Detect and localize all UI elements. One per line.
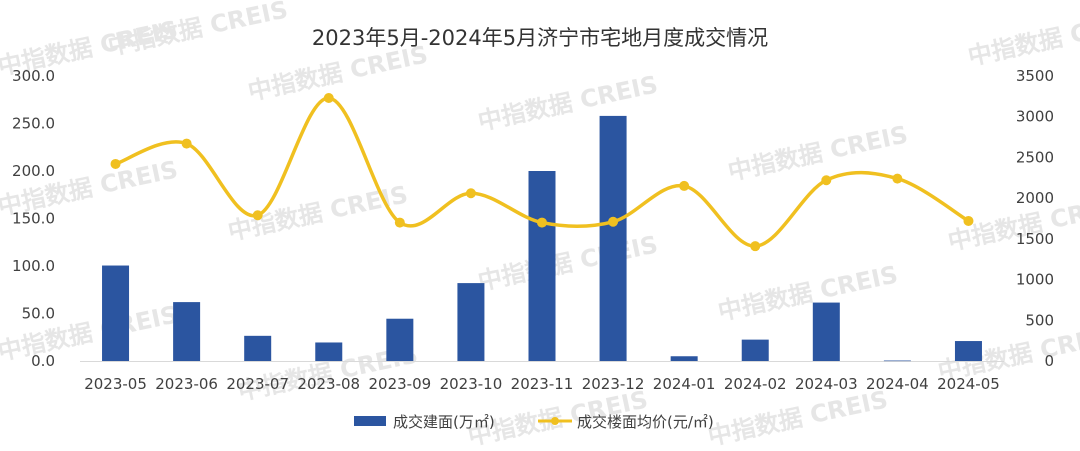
bar [599,115,627,362]
y-right-tick-label: 2500 [1016,148,1054,166]
x-tick-label: 2024-03 [795,375,858,393]
bar [244,335,272,361]
x-tick-label: 2023-08 [297,375,360,393]
y-left-tick-label: 300.0 [12,67,55,85]
watermark-text: 中指数据 CREIS [475,230,660,295]
x-tick-label: 2023-06 [155,375,218,393]
x-tick-label: 2024-05 [937,375,1000,393]
bar [457,283,485,361]
y-left-tick-label: 150.0 [12,210,55,228]
x-tick-label: 2023-05 [84,375,147,393]
bar [528,171,556,361]
x-tick-label: 2024-01 [653,375,716,393]
y-left-tick-label: 250.0 [12,115,55,133]
y-left-tick-label: 200.0 [12,162,55,180]
line-point [323,92,334,103]
line-point [892,173,903,184]
bar [883,360,911,362]
y-left-tick-label: 50.0 [22,305,55,323]
x-tick-label: 2023-07 [226,375,289,393]
x-axis: 2023-05 2023-06 2023-07 2023-08 2023-09 2023-… [84,375,1000,393]
watermark-text: 中指数据 CREIS [705,385,890,450]
line-point [537,217,547,228]
y-right-tick-label: 1000 [1016,271,1054,289]
line-point [110,158,121,169]
x-tick-label: 2023-09 [369,375,432,393]
line-point [252,210,263,221]
y-axis-right: 0 500 1000 1500 2000 2500 3000 3500 [1016,67,1054,370]
watermark-text: 中指数据 CREIS [475,70,660,135]
bar [315,342,343,361]
legend-line-label: 成交楼面均价(元/㎡) [577,413,714,431]
chart-title: 2023年5月-2024年5月济宁市宅地月度成交情况 [312,26,768,50]
bar [386,318,414,361]
y-left-tick-label: 0.0 [31,352,55,370]
watermark-text: 中指数据 CREIS [965,5,1080,70]
bar [670,356,698,361]
line-point [608,216,619,227]
y-axis-left: 0.0 50.0 100.0 150.0 200.0 250.0 300.0 [12,67,55,370]
bar [812,302,840,361]
legend-line-marker [551,417,559,425]
line-point [394,217,405,228]
line-point [821,175,832,186]
bar [102,265,130,361]
bar [954,341,982,361]
y-right-tick-label: 500 [1025,311,1054,329]
x-tick-label: 2023-10 [440,375,503,393]
watermark-text: 中指数据 CREIS [245,40,430,105]
legend: 成交建面(万㎡) 成交楼面均价(元/㎡) [354,413,714,431]
y-right-tick-label: 2000 [1016,189,1054,207]
x-tick-label: 2023-12 [582,375,645,393]
bar-series [102,115,982,362]
line-point [465,188,476,199]
line-series [110,92,974,252]
legend-bar-label: 成交建面(万㎡) [393,413,495,431]
x-tick-label: 2023-11 [511,375,574,393]
x-tick-label: 2024-02 [724,375,787,393]
y-left-tick-label: 100.0 [12,257,55,275]
watermark-text: 中指数据 CREIS [715,260,900,325]
line-point [963,215,974,226]
bar [173,302,201,361]
line-point [181,138,192,149]
y-right-tick-label: 0 [1044,352,1054,370]
bar [741,339,769,361]
line-point [679,180,690,191]
y-right-tick-label: 3500 [1016,67,1054,85]
watermark-text: 中指数据 CREIS [105,0,290,61]
line-point [750,241,761,252]
y-right-tick-label: 1500 [1016,230,1054,248]
x-tick-label: 2024-04 [866,375,929,393]
legend-bar-swatch [354,416,386,426]
y-right-tick-label: 3000 [1016,108,1054,126]
